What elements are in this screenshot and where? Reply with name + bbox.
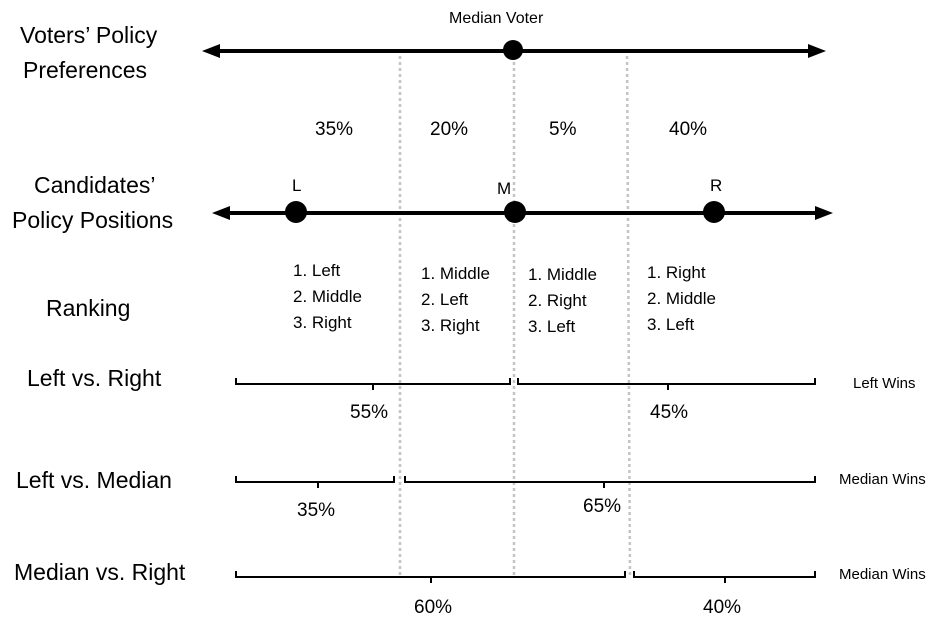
ranking-1-item-2: 2. Middle — [293, 287, 362, 306]
bracket-left-vs-median — [235, 476, 816, 488]
ranking-1-item-3: 3. Right — [293, 313, 352, 332]
ranking-3-item-3: 3. Left — [528, 317, 576, 336]
ranking-2-item-2: 2. Left — [421, 290, 469, 309]
candidate-axis — [212, 201, 833, 223]
candidate-r-dot — [703, 201, 725, 223]
voters-label-line1: Voters’ Policy — [20, 22, 158, 48]
ranking-group-2: 1. Middle 2. Left 3. Right — [421, 261, 490, 339]
candidate-m-dot — [504, 201, 526, 223]
matchup-label-left-vs-right: Left vs. Right — [27, 365, 162, 391]
ranking-4-item-1: 1. Right — [647, 263, 706, 282]
ranking-1-item-1: 1. Left — [293, 261, 341, 280]
left-vs-right-share-left: 55% — [350, 402, 389, 423]
segment-share-1: 35% — [315, 119, 354, 140]
left-vs-median-share-left: 35% — [297, 500, 336, 521]
ranking-3-item-2: 2. Right — [528, 291, 587, 310]
left-vs-median-share-right: 65% — [583, 496, 622, 517]
matchup-label-median-vs-right: Median vs. Right — [14, 559, 186, 585]
winner-left-vs-median: Median Wins — [839, 471, 926, 488]
candidates-label-line2: Policy Positions — [12, 207, 174, 233]
bracket-left-vs-right — [235, 378, 816, 390]
segment-share-2: 20% — [430, 119, 469, 140]
voter-axis — [202, 40, 826, 60]
ranking-label: Ranking — [46, 295, 131, 321]
candidate-label-r: R — [710, 176, 723, 195]
candidates-label-line1: Candidates’ — [34, 172, 156, 198]
ranking-group-4: 1. Right 2. Middle 3. Left — [647, 260, 716, 338]
median-vs-right-share-left: 60% — [414, 597, 453, 618]
candidate-l-dot — [285, 201, 307, 223]
ranking-2-item-3: 3. Right — [421, 316, 480, 335]
bracket-median-vs-right — [235, 571, 816, 583]
matchup-label-left-vs-median: Left vs. Median — [16, 467, 172, 493]
winner-left-vs-right: Left Wins — [853, 375, 916, 392]
median-voter-label: Median Voter — [449, 10, 544, 27]
median-voter-dot — [503, 40, 523, 60]
ranking-group-3: 1. Middle 2. Right 3. Left — [528, 262, 597, 340]
ranking-4-item-3: 3. Left — [647, 315, 695, 334]
segment-share-3: 5% — [549, 119, 577, 140]
ranking-4-item-2: 2. Middle — [647, 289, 716, 308]
candidate-label-m: M — [497, 179, 512, 198]
divider-3 — [625, 49, 632, 576]
winner-median-vs-right: Median Wins — [839, 566, 926, 583]
ranking-3-item-1: 1. Middle — [528, 265, 597, 284]
ranking-2-item-1: 1. Middle — [421, 264, 490, 283]
left-vs-right-share-right: 45% — [650, 402, 689, 423]
segment-share-4: 40% — [669, 119, 708, 140]
candidate-label-l: L — [292, 176, 302, 195]
voters-label-line2: Preferences — [23, 57, 148, 83]
ranking-group-1: 1. Left 2. Middle 3. Right — [293, 258, 362, 336]
median-vs-right-share-right: 40% — [703, 597, 742, 618]
